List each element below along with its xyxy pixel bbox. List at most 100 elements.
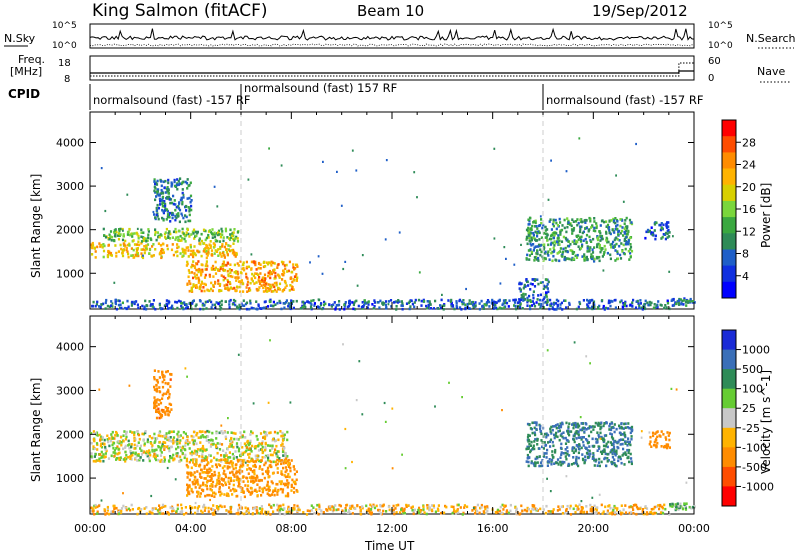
heatmap-cell [250,487,253,490]
heatmap-cell [668,307,671,311]
heatmap-cell [528,456,531,459]
heatmap-cell [558,239,561,243]
heatmap-cell [146,454,149,458]
heatmap-cell [569,513,573,516]
heatmap-cell [197,436,200,439]
heatmap-cell [199,472,202,476]
heatmap-cell [278,282,282,286]
heatmap-cell [626,232,629,236]
heatmap-cell [549,490,552,493]
nave-line [90,62,694,77]
heatmap-cell [148,451,151,454]
heatmap-cell [130,445,133,449]
heatmap-cell [229,271,232,274]
heatmap-cell [547,290,550,294]
heatmap-cell [270,272,273,276]
heatmap-cell [566,257,569,260]
heatmap-cell [202,249,205,253]
heatmap-cell [655,439,658,442]
heatmap-cell [526,422,530,426]
heatmap-cell [363,303,366,307]
heatmap-cell [430,504,434,507]
heatmap-cell [589,507,592,511]
heatmap-cell [334,306,337,309]
heatmap-cell [474,512,477,515]
heatmap-cell [601,452,604,455]
heatmap-cell [536,278,539,281]
heatmap-cell [256,289,259,292]
heatmap-cell [599,437,602,440]
heatmap-cell [599,425,602,429]
heatmap-cell [689,297,692,301]
heatmap-cell [251,512,255,515]
heatmap-cell [203,248,206,252]
heatmap-cell [250,480,253,483]
heatmap-cell [574,254,577,258]
heatmap-cell [590,255,593,259]
heatmap-cell [454,510,457,513]
heatmap-cell [223,431,226,434]
heatmap-cell [532,508,535,511]
heatmap-cell [428,300,431,304]
heatmap-cell [220,255,223,258]
heatmap-cell [608,231,611,235]
heatmap-cell [593,226,596,230]
heatmap-cell [160,506,164,509]
heatmap-cell [559,221,562,224]
heatmap-cell [545,291,548,294]
heatmap-cell [210,459,213,462]
heatmap-cell [115,432,118,435]
heatmap-cell [224,276,227,280]
heatmap-cell [538,447,541,450]
heatmap-cell [217,282,220,285]
heatmap-cell [204,506,207,510]
heatmap-cell [551,250,554,254]
heatmap-cell [405,503,408,507]
heatmap-cell [617,233,620,236]
heatmap-cell [625,235,628,239]
heatmap-cell [542,297,545,301]
heatmap-cell [246,440,249,444]
heatmap-cell [302,300,305,304]
heatmap-cell [276,453,279,457]
heatmap-cell [155,195,158,198]
heatmap-cell [382,509,385,513]
heatmap-cell [161,307,164,310]
heatmap-cell [91,243,95,247]
heatmap-cell [598,464,601,468]
heatmap-cell [214,473,217,477]
heatmap-cell [286,460,289,463]
heatmap-cell [242,261,245,264]
heatmap-cell [261,490,264,494]
heatmap-cell [619,433,623,436]
heatmap-cell [153,449,156,453]
heatmap-cell [107,457,111,460]
heatmap-cell [222,458,225,462]
heatmap-cell [217,279,220,282]
heatmap-cell [166,186,169,189]
heatmap-cell [106,304,109,308]
heatmap-cell [200,509,203,513]
heatmap-cell [129,457,132,460]
heatmap-cell [422,298,425,302]
heatmap-cell [245,265,249,269]
heatmap-cell [122,439,125,443]
heatmap-cell [243,304,246,307]
heatmap-cell [108,237,111,241]
heatmap-cell [223,454,226,457]
heatmap-cell [183,237,186,241]
heatmap-cell [196,448,199,451]
heatmap-cell [174,478,177,481]
heatmap-cell [247,484,250,487]
heatmap-cell [546,298,549,301]
heatmap-cell [248,467,251,470]
heatmap-cell [590,430,593,434]
heatmap-cell [496,510,499,514]
heatmap-cell [565,237,568,241]
heatmap-cell [656,430,659,433]
heatmap-cell [101,455,104,459]
heatmap-cell [545,504,548,508]
heatmap-cell [532,293,535,297]
heatmap-cell [403,511,406,515]
heatmap-cell [607,440,610,444]
